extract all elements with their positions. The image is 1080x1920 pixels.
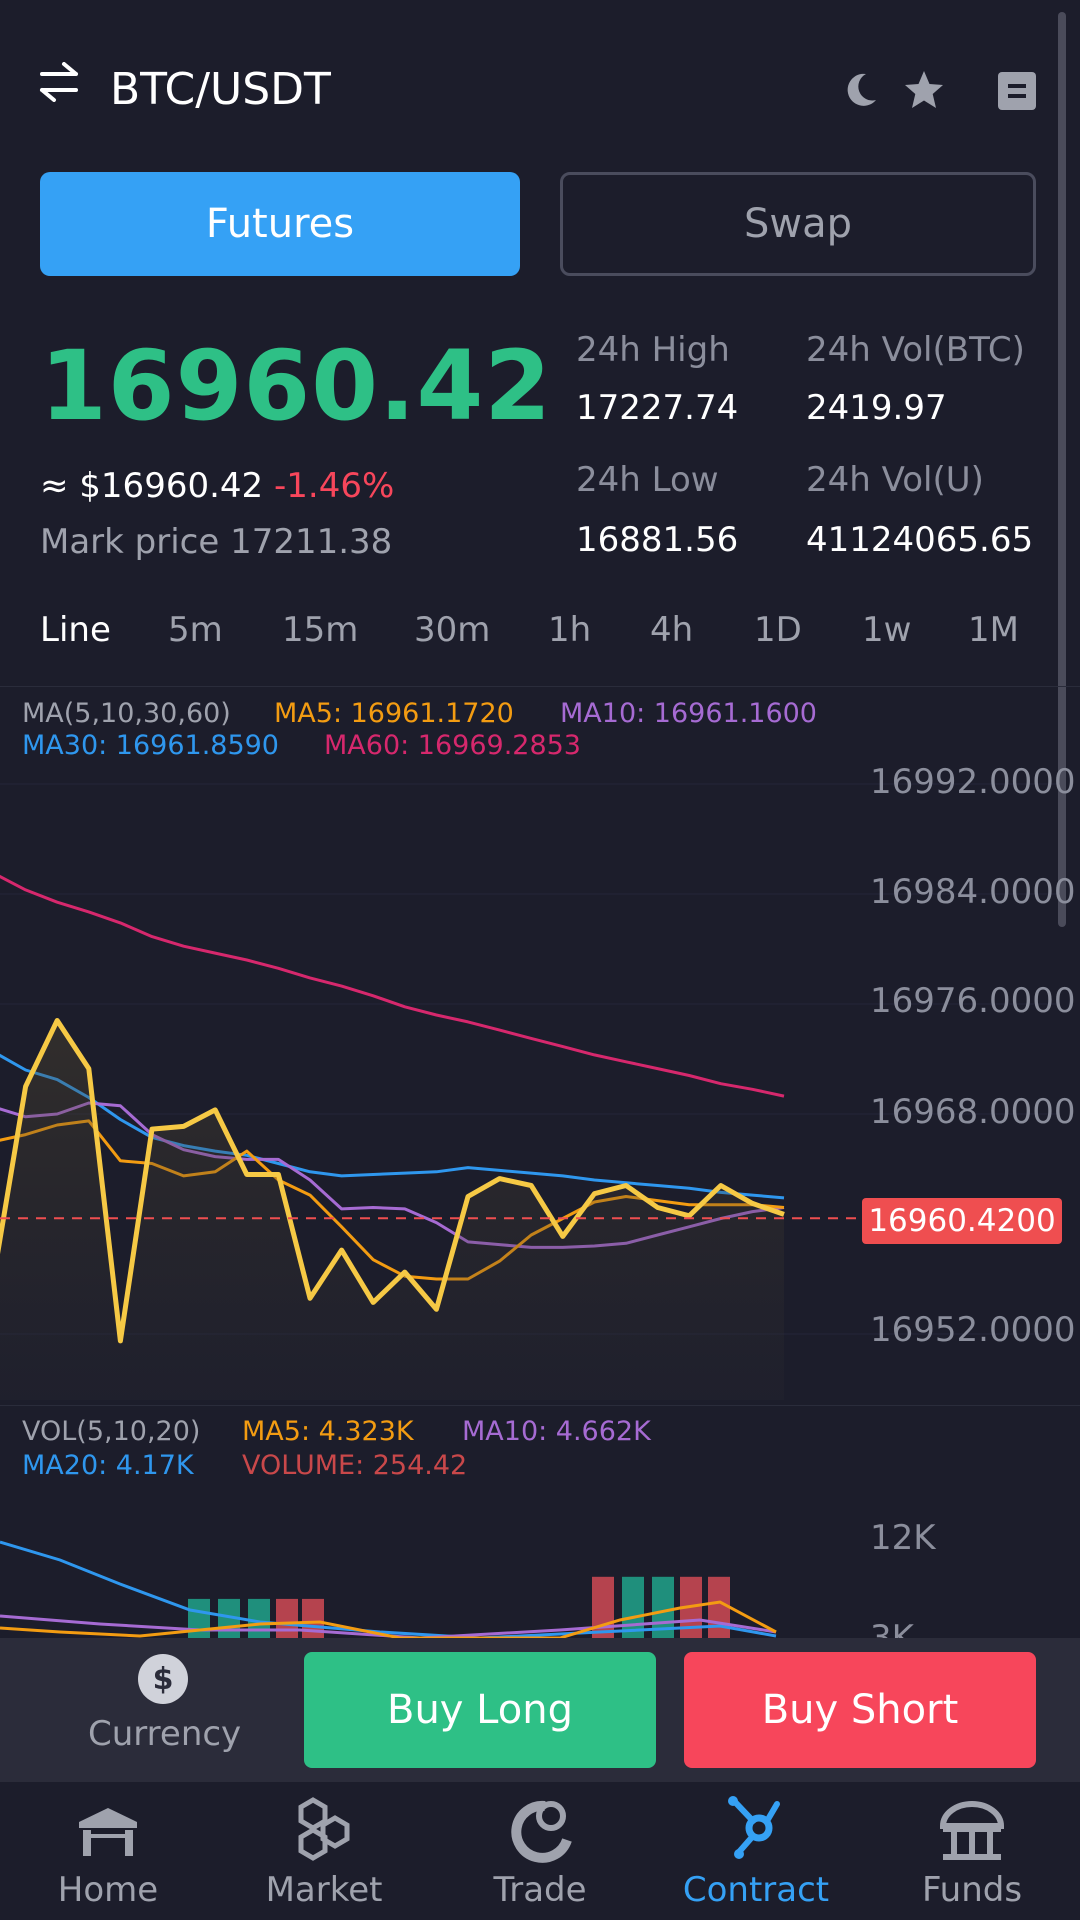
low-24h-label: 24h Low bbox=[576, 460, 719, 500]
volume-bar bbox=[622, 1576, 644, 1638]
bottom-nav: Home Market Trade Contract bbox=[0, 1782, 1080, 1920]
vol-ma10-legend: MA10: 4.662K bbox=[462, 1416, 651, 1447]
nav-market-label: Market bbox=[265, 1870, 383, 1910]
low-24h-value: 16881.56 bbox=[576, 520, 739, 560]
volume-bar bbox=[248, 1598, 270, 1638]
market-icon bbox=[298, 1797, 350, 1861]
interval-selector: Line 5m 15m 30m 1h 4h 1D 1w 1M bbox=[0, 610, 1060, 670]
series-line-ma5 bbox=[0, 1119, 785, 1281]
last-price: 16960.42 bbox=[40, 330, 553, 442]
nav-trade[interactable]: Trade bbox=[432, 1782, 648, 1920]
volume-bar bbox=[276, 1598, 298, 1638]
series-line-price bbox=[0, 1018, 785, 1344]
tab-swap[interactable]: Swap bbox=[560, 172, 1036, 276]
price-area-fill bbox=[0, 1020, 784, 1400]
ma30-legend: MA30: 16961.8590 bbox=[22, 730, 279, 761]
nav-trade-label: Trade bbox=[493, 1870, 587, 1910]
vol-ma20-legend: MA20: 4.17K bbox=[22, 1450, 194, 1481]
interval-15m[interactable]: 15m bbox=[282, 610, 359, 650]
dollar-icon[interactable]: $ bbox=[138, 1654, 188, 1704]
y-tick-label: 16952.0000 bbox=[870, 1310, 1076, 1350]
currency-label[interactable]: Currency bbox=[88, 1714, 242, 1754]
interval-line[interactable]: Line bbox=[40, 610, 111, 650]
divider bbox=[0, 1405, 1080, 1406]
interval-1w[interactable]: 1w bbox=[862, 610, 912, 650]
interval-30m[interactable]: 30m bbox=[414, 610, 491, 650]
nav-contract[interactable]: Contract bbox=[648, 1782, 864, 1920]
funds-icon bbox=[939, 1801, 1005, 1860]
approx-usd-value: ≈ $16960.42 bbox=[40, 466, 264, 506]
pair-title[interactable]: BTC/USDT bbox=[110, 64, 331, 115]
nav-market[interactable]: Market bbox=[216, 1782, 432, 1920]
divider bbox=[0, 686, 1080, 687]
vol-legend-title: VOL(5,10,20) bbox=[22, 1416, 201, 1447]
vol-ma5-line bbox=[0, 1600, 777, 1638]
nav-home[interactable]: Home bbox=[0, 1782, 216, 1920]
mark-price: Mark price 17211.38 bbox=[40, 522, 393, 562]
nav-funds[interactable]: Funds bbox=[864, 1782, 1080, 1920]
interval-4h[interactable]: 4h bbox=[650, 610, 694, 650]
price-change-percent: -1.46% bbox=[273, 466, 395, 506]
interval-5m[interactable]: 5m bbox=[168, 610, 223, 650]
nav-home-label: Home bbox=[57, 1870, 159, 1910]
top-header: BTC/USDT bbox=[0, 0, 1080, 170]
buy-short-button[interactable]: Buy Short bbox=[684, 1652, 1036, 1768]
ma10-legend: MA10: 16961.1600 bbox=[560, 698, 817, 729]
y-tick-label: 16992.0000 bbox=[870, 762, 1076, 802]
tab-futures[interactable]: Futures bbox=[40, 172, 520, 276]
high-24h-label: 24h High bbox=[576, 330, 730, 370]
y-tick-label: 16976.0000 bbox=[870, 981, 1076, 1021]
vol-u-label: 24h Vol(U) bbox=[806, 460, 984, 500]
star-icon[interactable] bbox=[902, 68, 946, 112]
nav-funds-label: Funds bbox=[921, 1870, 1023, 1910]
vol-y-tick-label: 12K bbox=[870, 1518, 936, 1558]
home-icon bbox=[79, 1808, 137, 1856]
series-line-ma30 bbox=[0, 1053, 785, 1200]
vol-btc-label: 24h Vol(BTC) bbox=[806, 330, 1025, 370]
ma5-legend: MA5: 16961.1720 bbox=[274, 698, 514, 729]
trade-icon bbox=[511, 1800, 572, 1863]
price-chart[interactable] bbox=[0, 700, 1080, 1400]
series-line-ma60 bbox=[0, 874, 785, 1098]
vol-y-tick-label: 3K bbox=[870, 1618, 914, 1638]
current-price-tag: 16960.4200 bbox=[862, 1198, 1062, 1244]
nav-contract-label: Contract bbox=[682, 1870, 830, 1910]
y-tick-label: 16968.0000 bbox=[870, 1092, 1076, 1132]
interval-1m[interactable]: 1M bbox=[968, 610, 1019, 650]
vol-ma10-line bbox=[0, 1614, 777, 1638]
swap-arrows-icon[interactable] bbox=[36, 62, 82, 102]
interval-1h[interactable]: 1h bbox=[548, 610, 592, 650]
buy-long-button[interactable]: Buy Long bbox=[304, 1652, 656, 1768]
ma60-legend: MA60: 16969.2853 bbox=[324, 730, 581, 761]
vol-btc-value: 2419.97 bbox=[806, 388, 947, 428]
vol-u-value: 41124065.65 bbox=[806, 520, 1034, 560]
vol-ma20-line bbox=[0, 1540, 777, 1638]
high-24h-value: 17227.74 bbox=[576, 388, 739, 428]
approx-usd-price: ≈ $16960.42 -1.46% bbox=[40, 466, 394, 506]
page-scrollbar[interactable] bbox=[1058, 12, 1066, 927]
volume-bar bbox=[708, 1576, 730, 1638]
y-tick-label: 16984.0000 bbox=[870, 872, 1076, 912]
interval-1d[interactable]: 1D bbox=[754, 610, 802, 650]
vol-ma5-legend: MA5: 4.323K bbox=[242, 1416, 414, 1447]
volume-chart bbox=[0, 1540, 777, 1638]
moon-icon[interactable] bbox=[840, 70, 880, 110]
menu-icon[interactable] bbox=[996, 70, 1038, 112]
contract-icon bbox=[728, 1796, 780, 1859]
ma-legend-title: MA(5,10,30,60) bbox=[22, 698, 231, 729]
volume-legend: VOLUME: 254.42 bbox=[242, 1450, 468, 1481]
